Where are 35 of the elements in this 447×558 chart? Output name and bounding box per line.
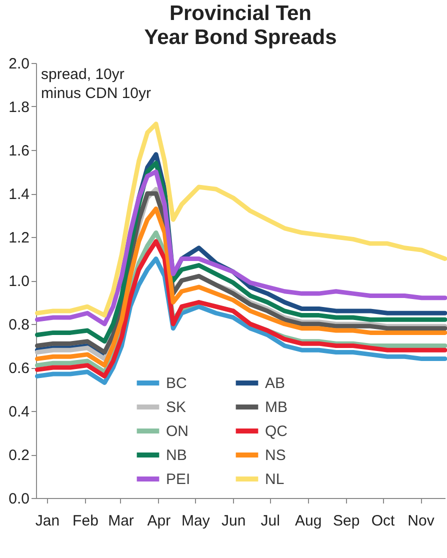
y-tick-label: 1.0 bbox=[8, 273, 30, 290]
y-tick-label: 1.2 bbox=[8, 230, 30, 246]
x-tick-label: Jul bbox=[260, 512, 280, 530]
y-tick-label: 1.6 bbox=[8, 142, 30, 160]
y-tick-label: 0.2 bbox=[8, 447, 30, 464]
x-tick-label: Jun bbox=[222, 512, 246, 530]
legend-label: NL bbox=[265, 471, 284, 488]
y-tick-label: 0.6 bbox=[8, 360, 30, 377]
legend-label: MB bbox=[265, 399, 288, 416]
legend-label: AB bbox=[265, 375, 286, 392]
y-tick-label: 0.0 bbox=[8, 490, 30, 508]
annotation: spread, 10yr minus CDN 10yr bbox=[41, 66, 152, 102]
y-tick-label: 0.8 bbox=[8, 316, 30, 334]
legend-label: ON bbox=[166, 423, 188, 440]
y-tick-label: 1.4 bbox=[8, 186, 30, 203]
x-tick-label: Apr bbox=[147, 512, 171, 530]
y-tick-label: 0.4 bbox=[8, 404, 30, 420]
legend-label: PEI bbox=[166, 471, 190, 488]
y-tick-label: 1.8 bbox=[8, 99, 30, 116]
x-tick-label: Nov bbox=[408, 512, 435, 530]
line-series bbox=[34, 122, 447, 318]
legend-label: QC bbox=[265, 423, 288, 440]
x-tick-label: Sep bbox=[332, 512, 360, 530]
legend-label: NS bbox=[265, 447, 286, 464]
x-tick-label: May bbox=[182, 512, 210, 530]
chart-title: Provincial Ten Year Bond Spreads bbox=[144, 2, 337, 49]
x-tick-label: Aug bbox=[295, 512, 322, 530]
x-tick-label: Mar bbox=[108, 512, 134, 530]
legend-label: SK bbox=[166, 399, 186, 416]
y-tick-label: 2.0 bbox=[8, 56, 30, 72]
legend-label: BC bbox=[166, 375, 188, 392]
x-tick-label: Jan bbox=[35, 512, 60, 530]
x-tick-label: Feb bbox=[72, 512, 98, 530]
legend-label: NB bbox=[166, 447, 187, 464]
x-tick-label: Oct bbox=[371, 512, 396, 530]
